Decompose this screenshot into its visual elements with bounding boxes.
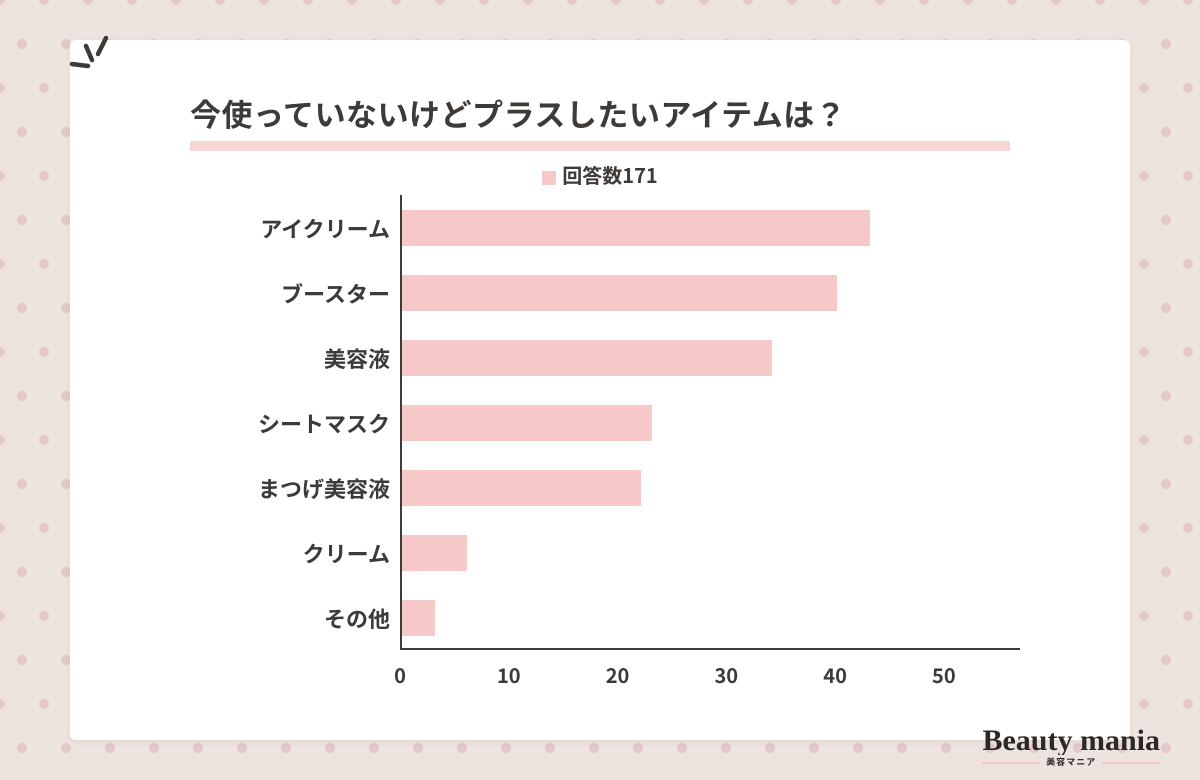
logo-subline: 美容マニア [982,756,1160,770]
x-axis-tick-label: 10 [497,660,521,689]
x-axis-tick-label: 50 [932,660,956,689]
chart-bar [402,470,641,506]
x-axis-tick-label: 40 [823,660,847,689]
y-axis-label: ブースター [160,277,390,309]
plot-area [400,195,1020,650]
chart-bar [402,275,837,311]
logo-sub-text: 美容マニア [1040,755,1102,768]
legend-label: 回答数171 [562,160,657,189]
chart-card: 今使っていないけどプラスしたいアイテムは？ 回答数171 アイクリームブースター… [70,40,1130,740]
y-axis-label: アイクリーム [160,212,390,244]
x-axis-tick-label: 30 [715,660,739,689]
chart-bar [402,340,772,376]
y-axis-label: シートマスク [160,407,390,439]
brand-logo: Beauty mania 美容マニア [982,724,1160,770]
chart-title: 今使っていないけどプラスしたいアイテムは？ [190,90,1010,135]
chart-bar [402,405,652,441]
title-block: 今使っていないけどプラスしたいアイテムは？ [190,90,1010,151]
x-axis-tick-label: 20 [606,660,630,689]
chart-bar [402,600,435,636]
y-axis-label: まつげ美容液 [160,472,390,504]
chart-legend: 回答数171 [70,160,1130,189]
y-axis-label: 美容液 [160,342,390,374]
title-underline [190,141,1010,151]
logo-main-text: Beauty mania [982,724,1160,758]
chart-plot: アイクリームブースター美容液シートマスクまつげ美容液クリームその他 010203… [160,195,1040,685]
legend-swatch [542,171,556,185]
y-axis-labels: アイクリームブースター美容液シートマスクまつげ美容液クリームその他 [160,195,390,650]
chart-bar [402,535,467,571]
y-axis-label: その他 [160,602,390,634]
x-axis-ticks: 01020304050 [400,650,1020,685]
x-axis-tick-label: 0 [394,660,406,689]
chart-bar [402,210,870,246]
y-axis-label: クリーム [160,537,390,569]
